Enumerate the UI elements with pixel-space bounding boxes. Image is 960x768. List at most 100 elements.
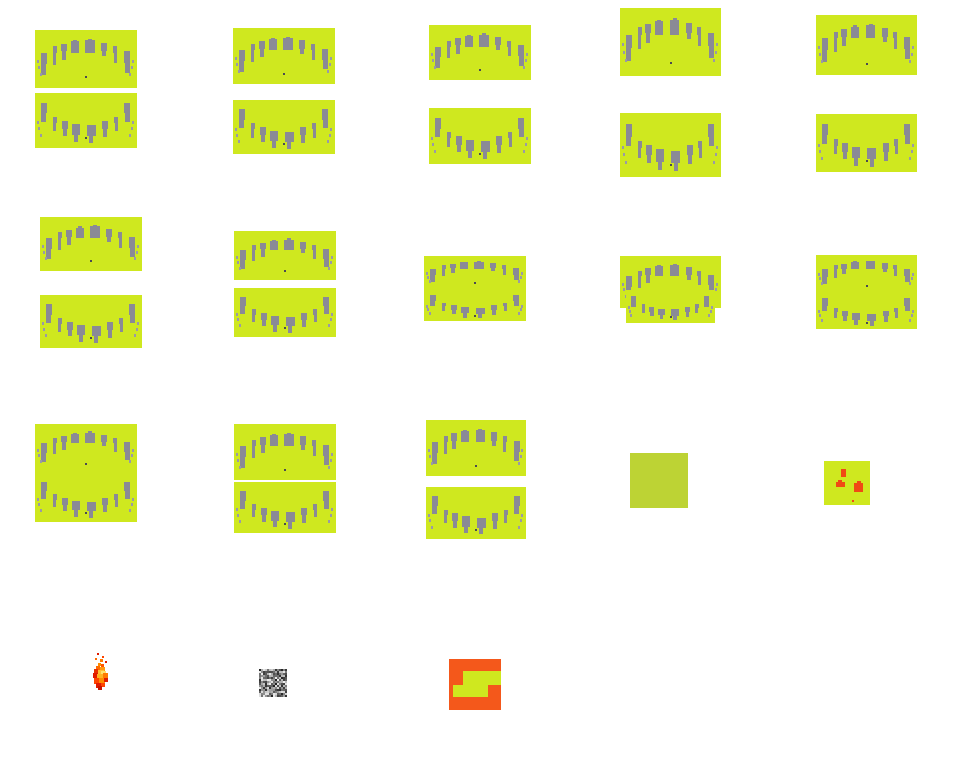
crowd-edge-speckle <box>627 306 630 310</box>
noise-texture-tile[interactable] <box>259 669 287 697</box>
crowd-arc-down[interactable] <box>426 487 526 539</box>
crowd-arc-down[interactable] <box>40 295 142 348</box>
crowd-arc-up[interactable] <box>234 231 336 280</box>
crowd-figure-body <box>442 304 446 312</box>
noise-pixel <box>279 681 281 683</box>
crowd-edge-speckle <box>426 272 429 276</box>
crowd-figure-head <box>311 43 316 50</box>
crowd-edge-speckle <box>715 43 718 47</box>
crowd-edge-speckle <box>625 160 628 164</box>
noise-pixel <box>265 677 267 679</box>
crowd-edge-speckle <box>428 448 430 452</box>
noise-pixel <box>271 677 273 679</box>
noise-pixel <box>283 683 285 685</box>
green-blob-tile[interactable] <box>824 461 870 505</box>
crowd-figure-head <box>300 241 307 250</box>
crowd-edge-speckle <box>40 133 43 137</box>
crowd-figure-head <box>685 267 692 276</box>
crowd-figure-head <box>698 140 703 148</box>
noise-pixel <box>271 683 273 685</box>
crowd-figure-head <box>114 494 119 500</box>
crowd-figure-head <box>85 432 95 444</box>
crowd-arc-down[interactable] <box>233 100 335 154</box>
crowd-figure-head <box>434 117 441 129</box>
fireball-pixel <box>93 673 98 678</box>
noise-pixel <box>269 683 271 685</box>
crowd-arc-down[interactable] <box>35 93 137 148</box>
plain-green-swatch[interactable] <box>630 453 688 508</box>
crowd-figure-head <box>40 481 47 492</box>
crowd-figure-head <box>260 507 267 516</box>
crowd-arc-up[interactable] <box>816 15 917 75</box>
crowd-arc-down[interactable] <box>234 482 336 533</box>
crowd-figure-body <box>323 252 329 268</box>
noise-pixel <box>265 681 267 683</box>
crowd-figure-head <box>893 31 898 39</box>
crowd-figure-head <box>882 143 889 152</box>
crowd-figure-head <box>284 433 294 446</box>
crowd-figure-head <box>70 41 79 53</box>
fireball-pixel <box>100 659 103 662</box>
crowd-arc-down[interactable] <box>234 288 336 337</box>
crowd-figure-body <box>843 146 848 160</box>
crowd-edge-speckle <box>434 65 437 69</box>
crowd-arc-up[interactable] <box>620 8 721 76</box>
noise-pixel <box>277 689 279 691</box>
noise-pixel <box>283 669 285 671</box>
crowd-edge-speckle <box>434 149 437 153</box>
noise-pixel <box>283 677 285 679</box>
crowd-figure-body <box>854 316 859 325</box>
noise-pixel <box>263 687 265 689</box>
noise-pixel <box>281 677 283 679</box>
crowd-ring-merged[interactable] <box>35 424 137 522</box>
crowd-figure-head <box>452 513 458 521</box>
crowd-figure-body <box>444 511 447 524</box>
crowd-arc-up[interactable] <box>426 420 526 476</box>
crowd-figure-head <box>474 261 484 269</box>
crowd-arc-down[interactable] <box>620 113 721 177</box>
crowd-figure-head <box>60 435 67 443</box>
crowd-figure-body <box>673 312 677 321</box>
crowd-ring-merged[interactable] <box>816 255 917 329</box>
crowd-figure-body <box>78 330 83 343</box>
noise-pixel <box>267 693 269 695</box>
fireball-sprite[interactable] <box>88 653 120 691</box>
crowd-ring-merged[interactable] <box>424 256 526 321</box>
crowd-arc-up[interactable] <box>35 30 137 88</box>
crowd-figure-head <box>429 294 436 301</box>
crowd-figure-body <box>513 270 519 281</box>
diagonal-pattern-cell <box>453 685 463 697</box>
noise-pixel <box>269 671 271 673</box>
crowd-arc-up[interactable] <box>429 25 531 80</box>
crowd-arc-down[interactable] <box>429 108 531 164</box>
crowd-edge-speckle <box>625 59 628 63</box>
noise-pixel <box>279 675 281 677</box>
diagonal-pattern-tile[interactable] <box>449 659 501 710</box>
noise-pixel <box>281 693 283 695</box>
center-marker-dot <box>670 62 672 64</box>
crowd-figure-head <box>285 511 295 522</box>
crowd-figure-head <box>259 242 266 250</box>
noise-pixel <box>283 693 285 695</box>
crowd-arc-down[interactable] <box>626 290 715 323</box>
noise-pixel <box>261 677 263 679</box>
crowd-figure-body <box>113 47 117 63</box>
crowd-figure-head <box>841 263 848 269</box>
crowd-figure-head <box>441 265 446 269</box>
crowd-figure-body <box>312 245 316 259</box>
crowd-arc-down[interactable] <box>816 114 917 172</box>
crowd-edge-speckle <box>128 133 131 137</box>
crowd-figure-head <box>625 276 632 287</box>
crowd-figure-head <box>508 132 513 139</box>
crowd-arc-up[interactable] <box>40 217 142 271</box>
red-blob-sprite <box>842 470 845 473</box>
noise-pixel <box>273 687 275 689</box>
crowd-edge-speckle <box>42 244 45 248</box>
crowd-arc-up[interactable] <box>233 28 335 84</box>
crowd-edge-speckle <box>431 525 433 529</box>
noise-pixel <box>285 695 287 697</box>
crowd-edge-speckle <box>821 59 824 63</box>
crowd-figure-head <box>865 25 876 39</box>
crowd-arc-up[interactable] <box>234 424 336 480</box>
crowd-figure-head <box>124 51 131 63</box>
